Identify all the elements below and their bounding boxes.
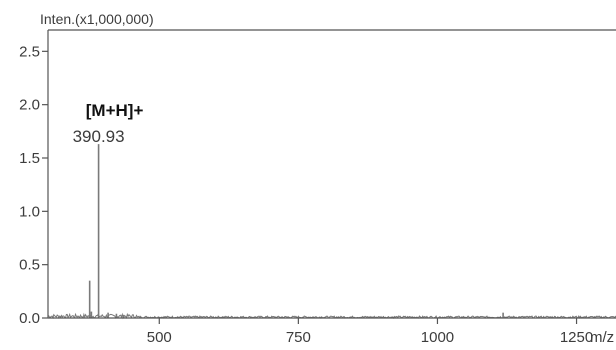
y-tick-label: 1.0: [19, 203, 40, 220]
x-tick-label: 1000: [421, 329, 454, 346]
plot-area: [47, 144, 616, 320]
y-tick-label: 1.5: [19, 150, 40, 167]
y-tick-label: 0.0: [19, 310, 40, 327]
peak-annotation: [M+H]+: [86, 101, 144, 120]
y-axis-title: Inten.(x1,000,000): [40, 11, 154, 27]
x-tick-label: 750: [286, 329, 311, 346]
x-tick-label: 1250: [560, 329, 593, 346]
y-tick-label: 2.5: [19, 43, 40, 60]
x-tick-label: 500: [147, 329, 172, 346]
peak-label: 390.93: [73, 127, 125, 146]
y-tick-label: 0.5: [19, 257, 40, 274]
x-axis-title: m/z: [590, 329, 614, 346]
axes: [47, 29, 616, 319]
annotations: 390.93 [M+H]+: [73, 101, 144, 146]
ticks: 0.0 0.5 1.0 1.5 2.0 2.5 500 750 1000 1250: [19, 43, 593, 346]
y-tick-label: 2.0: [19, 97, 40, 114]
